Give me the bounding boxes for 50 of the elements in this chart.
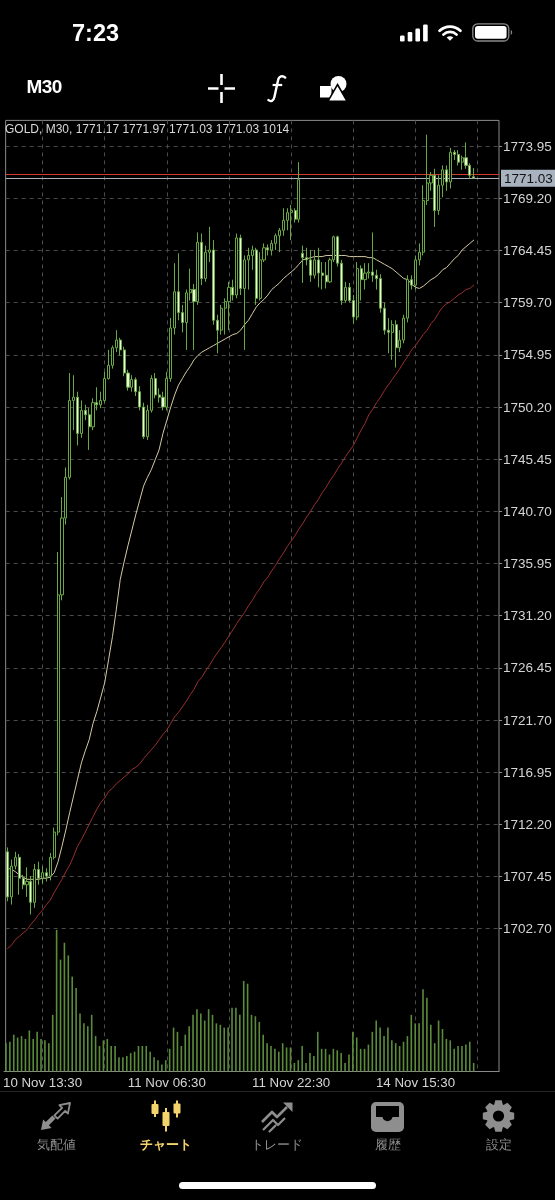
y-tick-label: 1745.45 <box>503 451 552 467</box>
candlestick <box>255 247 258 306</box>
candlestick <box>356 261 359 321</box>
y-tick-label: 1769.20 <box>503 190 552 206</box>
y-tick-label: 1735.95 <box>503 556 552 572</box>
candlestick <box>325 261 328 289</box>
text: 7:23 <box>72 19 120 46</box>
text: トレード <box>251 1138 303 1152</box>
ref-line-label: 1771.03 <box>504 170 553 186</box>
candlestick <box>301 245 304 284</box>
line-series <box>7 284 475 949</box>
x-tick-label: 10 Nov 13:30 <box>2 1074 83 1090</box>
y-tick-label: 1750.20 <box>503 399 552 415</box>
text: 履歴 <box>374 1138 401 1152</box>
x-tick-label: 11 Nov 06:30 <box>127 1074 206 1090</box>
x-tick-label: 14 Nov 15:30 <box>375 1074 456 1090</box>
y-tick-label: 1773.95 <box>503 138 552 154</box>
candlestick <box>309 249 312 283</box>
y-tick-label: 1731.20 <box>503 608 552 624</box>
candlestick <box>449 147 452 189</box>
candlestick <box>472 167 475 179</box>
candlestick <box>227 281 231 331</box>
y-tick-label: 1726.45 <box>503 660 552 676</box>
text: チャート <box>139 1138 192 1152</box>
chart-title: GOLD, M30, 1771.17 1771.97 1771.03 1771.03 1014 <box>5 122 290 136</box>
candlestick <box>433 168 436 228</box>
y-tick-label: 1759.70 <box>503 295 552 311</box>
y-tick-label: 1740.70 <box>503 503 552 519</box>
y-tick-label: 1702.70 <box>503 921 552 937</box>
y-tick-label: 1764.45 <box>503 243 552 259</box>
candlestick <box>317 247 320 288</box>
candlestick <box>18 853 21 896</box>
candlestick <box>6 846 9 902</box>
candlestick <box>290 204 293 241</box>
candlestick <box>130 374 133 393</box>
line-series <box>7 239 475 880</box>
candlestick <box>395 319 398 369</box>
candlestick <box>457 149 460 166</box>
y-tick-label: 1716.95 <box>503 764 552 780</box>
candlestick <box>297 161 300 224</box>
candlestick <box>235 233 238 299</box>
text: 気配値 <box>36 1138 76 1152</box>
candlestick <box>41 865 44 885</box>
y-tick-label: 1754.95 <box>503 347 552 363</box>
y-tick-label: 1721.70 <box>503 712 552 728</box>
text: M30 <box>26 75 62 97</box>
text: 設定 <box>485 1138 512 1152</box>
x-tick-label: 11 Nov 22:30 <box>252 1074 331 1090</box>
y-tick-label: 1707.45 <box>503 869 552 885</box>
y-tick-label: 1712.20 <box>503 816 552 832</box>
